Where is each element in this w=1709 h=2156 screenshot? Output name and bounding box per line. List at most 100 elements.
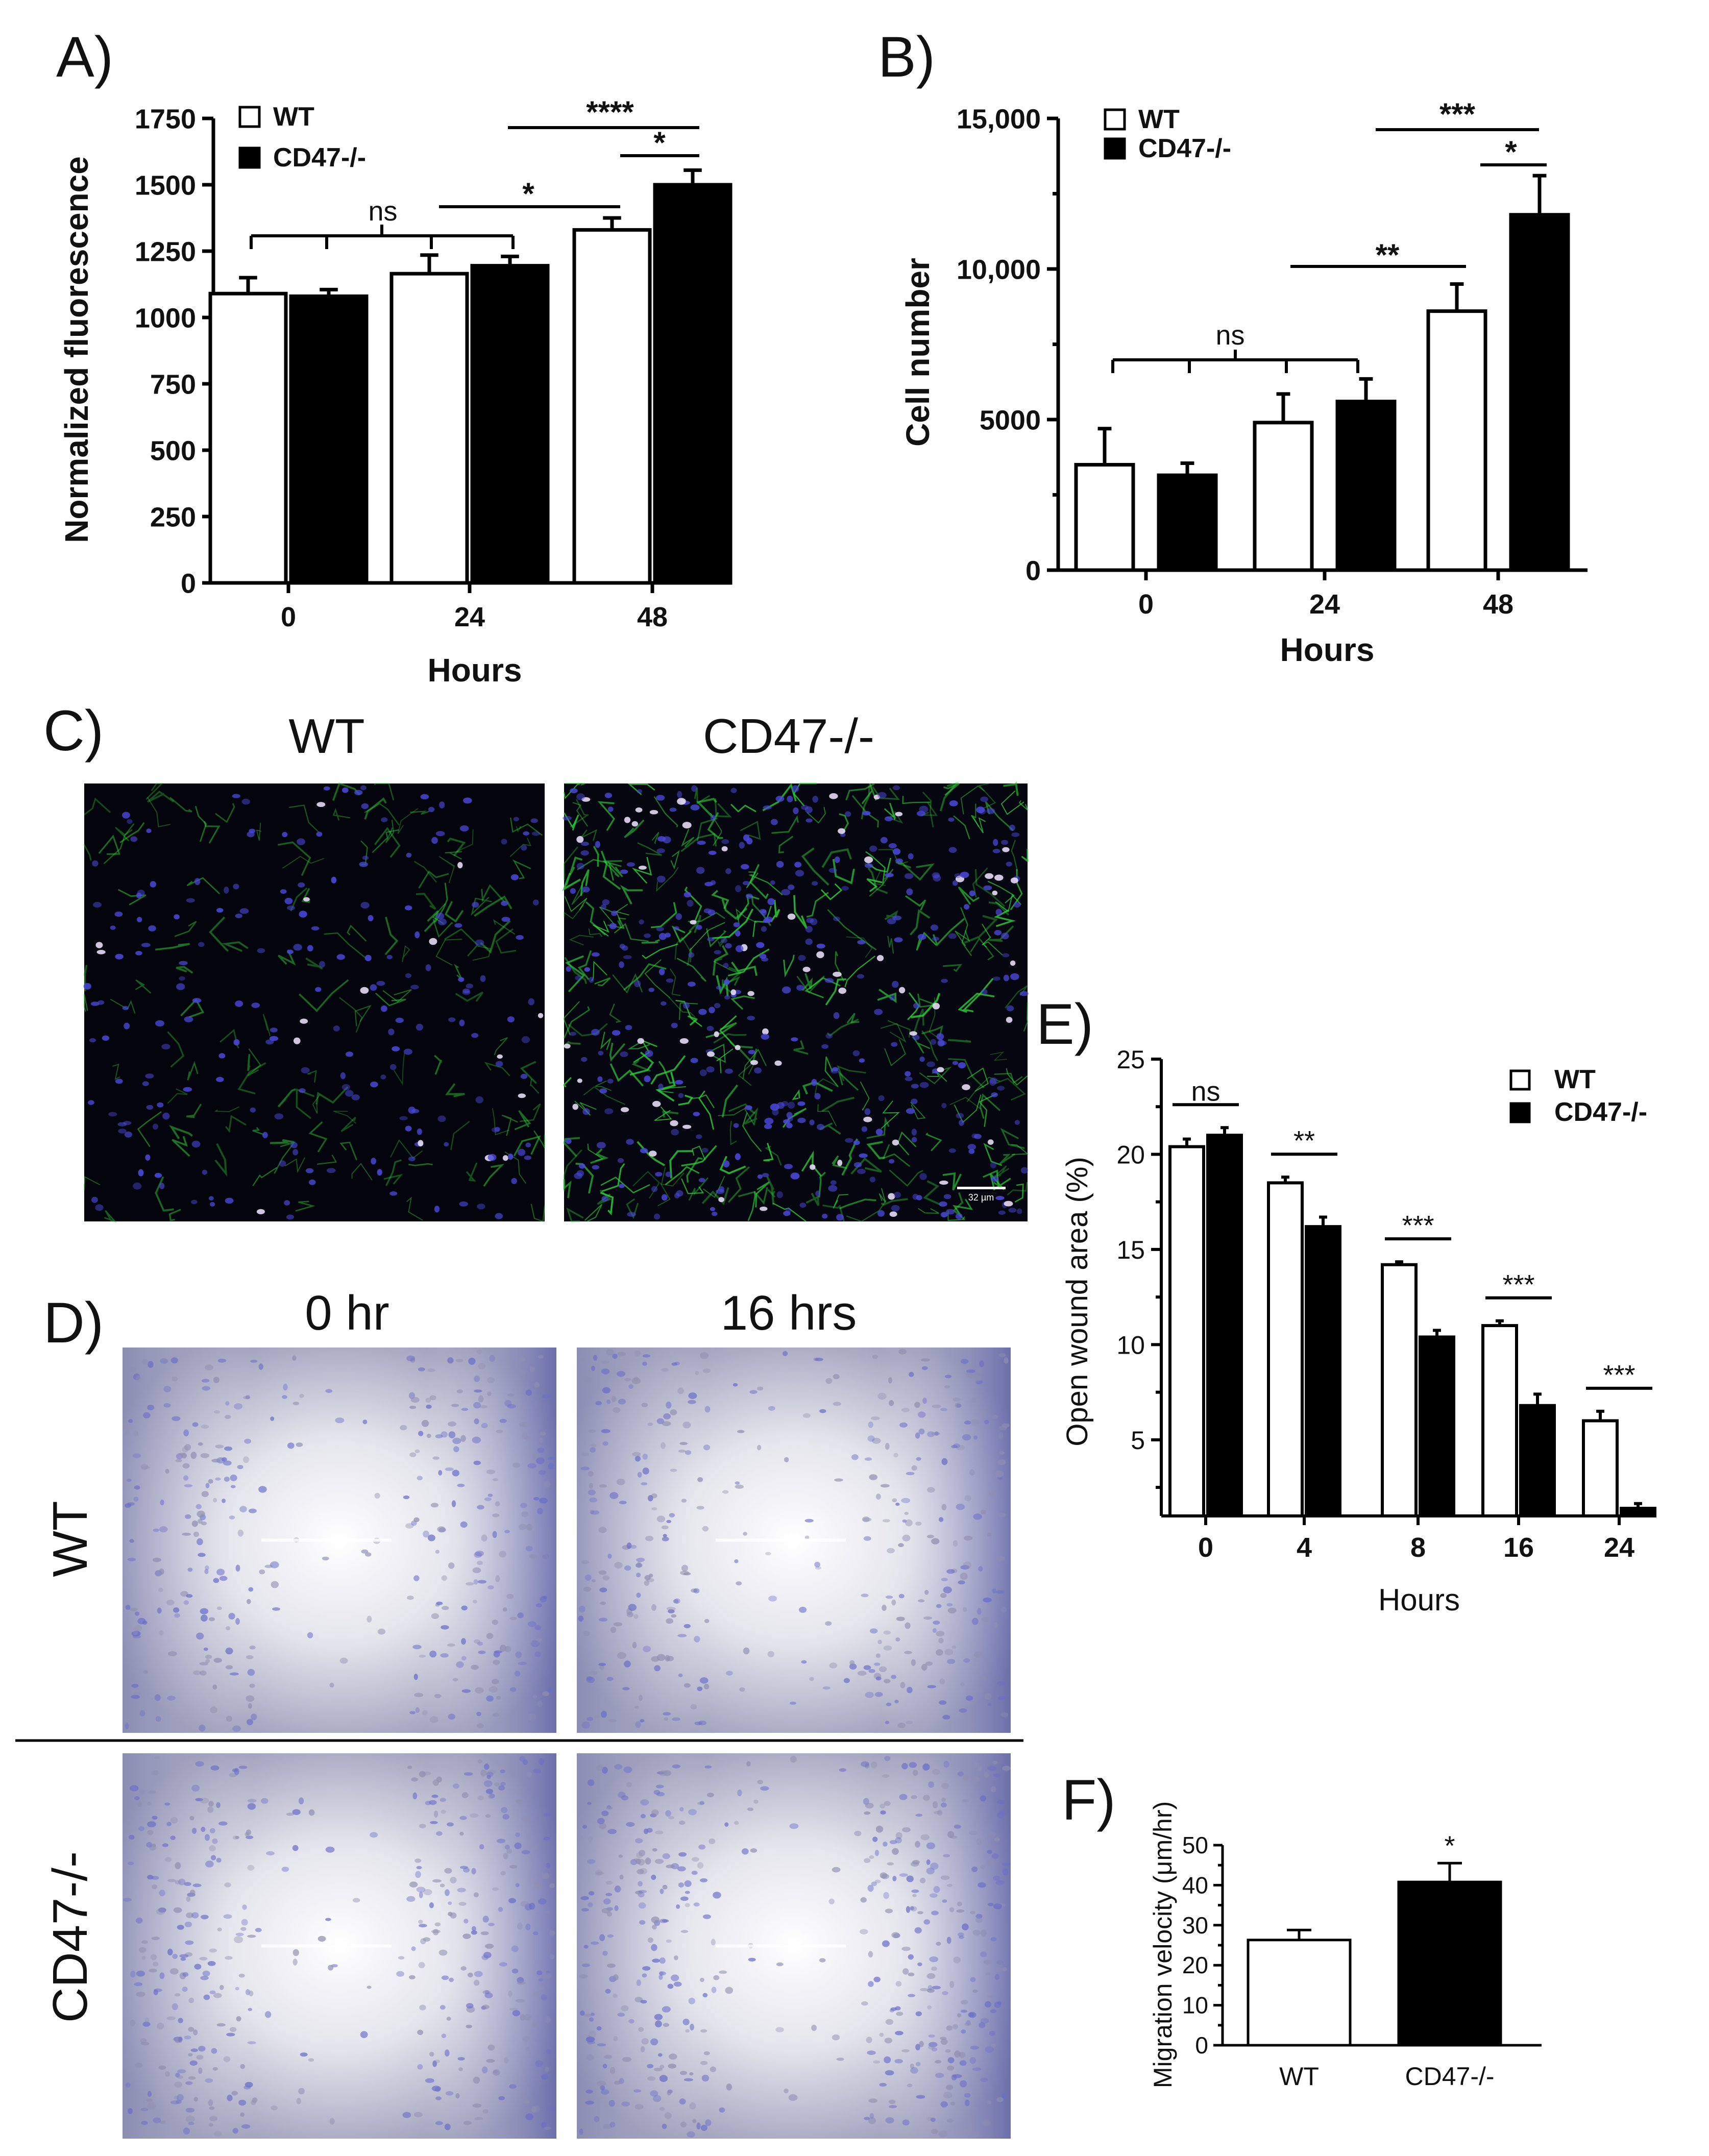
bar-wt — [1253, 421, 1314, 572]
chart-b-ylabel: Cell number — [899, 258, 936, 447]
x-tick-label: 4 — [1297, 1532, 1312, 1563]
scale-bar — [957, 1187, 1006, 1189]
legend-e-wt-label: WT — [1554, 1065, 1596, 1094]
chart-e-ylabel: Open wound area (%) — [1061, 1157, 1094, 1446]
bar-wt — [208, 291, 288, 585]
sig-label: *** — [1402, 1210, 1434, 1241]
bar-wt — [1168, 1145, 1205, 1518]
bar-ko — [1419, 1335, 1455, 1517]
y-tick-label: 25 — [1116, 1045, 1145, 1074]
legend-a-wt-label: WT — [273, 102, 314, 132]
d-image-wt-16hrs — [577, 1348, 1011, 1733]
c-image-wt — [83, 782, 546, 1223]
bar-ko — [1620, 1507, 1656, 1517]
chart-a: Normalized fluorescence Hours WT CD47-/-… — [58, 95, 733, 689]
bar-wt — [1247, 1939, 1352, 2047]
x-tick-label: 0 — [281, 602, 296, 632]
d-row-ko: CD47-/- — [43, 1851, 97, 2023]
y-tick-label: 20 — [1116, 1140, 1145, 1169]
chart-f-ylabel: Migration velocity (μm/hr) — [1149, 1801, 1177, 2088]
legend-a-wt-swatch — [238, 106, 261, 128]
sig-label: **** — [586, 95, 634, 129]
x-tick-label: 48 — [1483, 589, 1513, 620]
bar-wt — [1481, 1324, 1518, 1517]
c-col-wt: WT — [288, 709, 364, 764]
d-image-ko-0hr — [123, 1753, 556, 2139]
y-tick-label: 15,000 — [957, 104, 1041, 134]
y-tick-label: 0 — [1195, 2032, 1208, 2059]
d-col-16hrs: 16 hrs — [721, 1286, 857, 1340]
x-tick-label: 0 — [1138, 589, 1154, 620]
x-tick-label: 16 — [1503, 1532, 1534, 1563]
scale-bar-label: 32 µm — [968, 1192, 994, 1203]
x-tick-label: CD47-/- — [1405, 2062, 1494, 2091]
bar-ko — [1397, 1880, 1502, 2047]
chart-b-xlabel: Hours — [1280, 631, 1375, 668]
bar-ko — [653, 183, 733, 585]
y-tick-label: 5000 — [980, 405, 1041, 435]
chart-e: Open wound area (%) Hours WT CD47-/- 5 10… — [1061, 1045, 1656, 1617]
bar-wt — [572, 228, 652, 585]
bar-wt — [1426, 309, 1487, 572]
chart-e-xlabel: Hours — [1378, 1583, 1460, 1617]
d-image-wt-0hr — [123, 1348, 556, 1733]
y-tick-label: 5 — [1131, 1426, 1145, 1455]
bar-wt — [1267, 1181, 1304, 1517]
panel-label-e: E) — [1036, 992, 1093, 1056]
bar-wt — [1582, 1419, 1619, 1518]
legend-e-ko-swatch — [1509, 1102, 1531, 1123]
bar-ko — [470, 264, 550, 585]
panel-c: WT CD47-/- 32 µm — [83, 709, 1029, 1223]
panel-label-d: D) — [43, 1291, 104, 1355]
d-row-wt: WT — [43, 1501, 97, 1577]
x-tick-label: 8 — [1410, 1532, 1426, 1563]
x-tick-label: 0 — [1198, 1532, 1213, 1563]
c-col-ko: CD47-/- — [703, 709, 874, 764]
x-tick-label: 24 — [1604, 1532, 1634, 1563]
y-tick-label: 10,000 — [957, 254, 1041, 285]
y-tick-label: 30 — [1182, 1912, 1208, 1939]
y-tick-label: 10 — [1182, 1992, 1208, 2019]
y-tick-label: 10 — [1116, 1331, 1145, 1359]
bar-ko — [1519, 1404, 1556, 1517]
chart-f: Migration velocity (μm/hr) 0 10 20 30 40 50 WT… — [1149, 1801, 1542, 2091]
c-image-ko: 32 µm — [562, 781, 1029, 1222]
bar-ko — [1509, 213, 1570, 572]
y-tick-label: 1750 — [135, 104, 196, 134]
sig-label: * — [1505, 135, 1517, 169]
bar-ko — [289, 294, 369, 585]
panel-d: 0 hr 16 hrs WT CD47-/- — [15, 1286, 1023, 2139]
sig-label: * — [1444, 1830, 1455, 1861]
y-tick-label: 750 — [150, 369, 196, 400]
x-tick-label: 48 — [637, 602, 668, 632]
panel-label-a: A) — [56, 25, 113, 89]
chart-b: Cell number Hours WT CD47-/- 0 5000 10,000… — [899, 97, 1588, 668]
legend-e-ko-label: CD47-/- — [1554, 1097, 1647, 1127]
y-tick-label: 0 — [1026, 555, 1041, 586]
sig-label: ** — [1376, 238, 1400, 272]
y-tick-label: 1500 — [135, 170, 196, 201]
sig-label: ns — [368, 196, 397, 227]
chart-a-xlabel: Hours — [428, 652, 522, 689]
sig-label: * — [653, 126, 666, 160]
y-tick-label: 250 — [150, 502, 196, 532]
sig-label: ** — [1293, 1125, 1315, 1156]
legend-b-ko-swatch — [1104, 137, 1126, 160]
bar-ko — [1206, 1134, 1243, 1518]
y-tick-label: 1250 — [135, 236, 196, 267]
sig-label: * — [522, 177, 534, 211]
sig-label: *** — [1502, 1269, 1534, 1300]
y-tick-label: 20 — [1182, 1952, 1208, 1978]
bar-ko — [1157, 473, 1218, 572]
x-tick-label: 24 — [1309, 589, 1340, 620]
legend-a-ko-swatch — [238, 146, 261, 169]
chart-a-ylabel: Normalized fluorescence — [58, 156, 95, 543]
bar-ko — [1305, 1225, 1341, 1518]
y-tick-label: 50 — [1182, 1832, 1208, 1858]
bar-ko — [1335, 400, 1397, 572]
panel-label-b: B) — [878, 25, 935, 89]
bar-wt — [389, 272, 469, 585]
y-tick-label: 0 — [181, 568, 196, 599]
bar-wt — [1381, 1263, 1418, 1517]
